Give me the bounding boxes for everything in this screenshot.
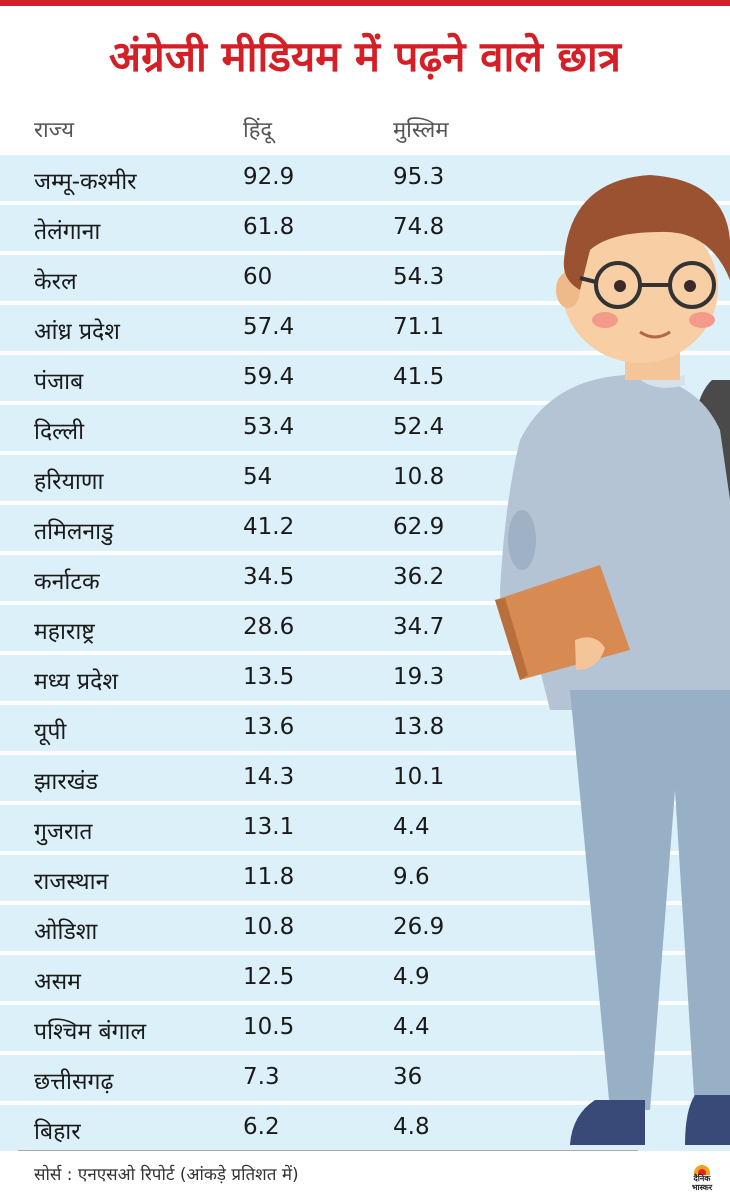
cell-state: कर्नाटक <box>34 569 100 595</box>
cell-state: मध्य प्रदेश <box>34 669 118 695</box>
cell-hindu: 10.5 <box>243 1014 295 1040</box>
cell-state: पश्चिम बंगाल <box>34 1019 147 1045</box>
cell-muslim: 4.9 <box>393 964 430 990</box>
cell-muslim: 9.6 <box>393 864 430 890</box>
cell-hindu: 41.2 <box>243 514 295 540</box>
cell-hindu: 14.3 <box>243 764 295 790</box>
brand-logo: दैनिक भास्कर <box>684 1160 720 1192</box>
source-note: सोर्स : एनएसओ रिपोर्ट (आंकड़े प्रतिशत मे… <box>34 1165 299 1185</box>
footer: सोर्स : एनएसओ रिपोर्ट (आंकड़े प्रतिशत मे… <box>0 1150 730 1200</box>
cell-state: गुजरात <box>34 819 93 845</box>
cell-hindu: 57.4 <box>243 314 295 340</box>
cell-hindu: 34.5 <box>243 564 295 590</box>
cell-muslim: 4.8 <box>393 1114 430 1140</box>
cell-hindu: 54 <box>243 464 273 490</box>
logo-line2: भास्कर <box>691 1183 713 1192</box>
cell-state: तेलंगाना <box>34 219 101 245</box>
cell-hindu: 11.8 <box>243 864 295 890</box>
cell-hindu: 7.3 <box>243 1064 280 1090</box>
sun-logo-icon <box>694 1165 710 1181</box>
cell-state: हरियाणा <box>34 469 104 495</box>
cell-state: महाराष्ट्र <box>34 619 95 645</box>
cell-state: यूपी <box>34 719 67 745</box>
cell-state: जम्मू-कश्मीर <box>34 169 137 195</box>
header-hindu: हिंदू <box>243 118 273 143</box>
cell-muslim: 54.3 <box>393 264 445 290</box>
cell-state: बिहार <box>34 1119 81 1145</box>
cell-muslim: 4.4 <box>393 1014 430 1040</box>
cell-hindu: 6.2 <box>243 1114 280 1140</box>
logo-text: दैनिक भास्कर <box>684 1174 720 1192</box>
cell-hindu: 13.6 <box>243 714 295 740</box>
header-state: राज्य <box>34 118 75 143</box>
footer-divider <box>18 1150 638 1151</box>
cell-state: असम <box>34 969 81 995</box>
cell-hindu: 12.5 <box>243 964 295 990</box>
header-muslim: मुस्लिम <box>393 118 449 143</box>
cell-muslim: 10.8 <box>393 464 445 490</box>
cell-muslim: 95.3 <box>393 164 445 190</box>
cell-state: केरल <box>34 269 77 295</box>
cell-state: दिल्ली <box>34 419 85 445</box>
cell-muslim: 62.9 <box>393 514 445 540</box>
student-with-book-icon <box>495 175 730 1145</box>
cell-state: पंजाब <box>34 369 84 395</box>
cell-hindu: 60 <box>243 264 273 290</box>
cell-muslim: 74.8 <box>393 214 445 240</box>
cell-muslim: 10.1 <box>393 764 445 790</box>
cell-hindu: 28.6 <box>243 614 295 640</box>
logo-line1: दैनिक <box>693 1174 711 1183</box>
cell-state: ओडिशा <box>34 919 98 945</box>
top-accent-bar <box>0 0 730 6</box>
cell-muslim: 52.4 <box>393 414 445 440</box>
cell-hindu: 61.8 <box>243 214 295 240</box>
cell-state: आंध्र प्रदेश <box>34 319 120 345</box>
cell-muslim: 26.9 <box>393 914 445 940</box>
cell-muslim: 36.2 <box>393 564 445 590</box>
cell-muslim: 4.4 <box>393 814 430 840</box>
cell-hindu: 59.4 <box>243 364 295 390</box>
cell-muslim: 41.5 <box>393 364 445 390</box>
cell-muslim: 71.1 <box>393 314 445 340</box>
cell-muslim: 36 <box>393 1064 423 1090</box>
cell-muslim: 13.8 <box>393 714 445 740</box>
cell-state: राजस्थान <box>34 869 109 895</box>
chart-title: अंग्रेजी मीडियम में पढ़ने वाले छात्र <box>109 32 621 81</box>
cell-state: झारखंड <box>34 769 98 795</box>
cell-hindu: 13.1 <box>243 814 295 840</box>
cell-state: तमिलनाडु <box>34 519 114 545</box>
table-header: राज्य हिंदू मुस्लिम <box>0 106 730 152</box>
cell-hindu: 10.8 <box>243 914 295 940</box>
cell-muslim: 34.7 <box>393 614 445 640</box>
cell-hindu: 53.4 <box>243 414 295 440</box>
cell-hindu: 13.5 <box>243 664 295 690</box>
table-row: जम्मू-कश्मीर 92.9 95.3 <box>0 155 730 201</box>
cell-state: छत्तीसगढ़ <box>34 1069 114 1095</box>
cell-hindu: 92.9 <box>243 164 295 190</box>
cell-muslim: 19.3 <box>393 664 445 690</box>
